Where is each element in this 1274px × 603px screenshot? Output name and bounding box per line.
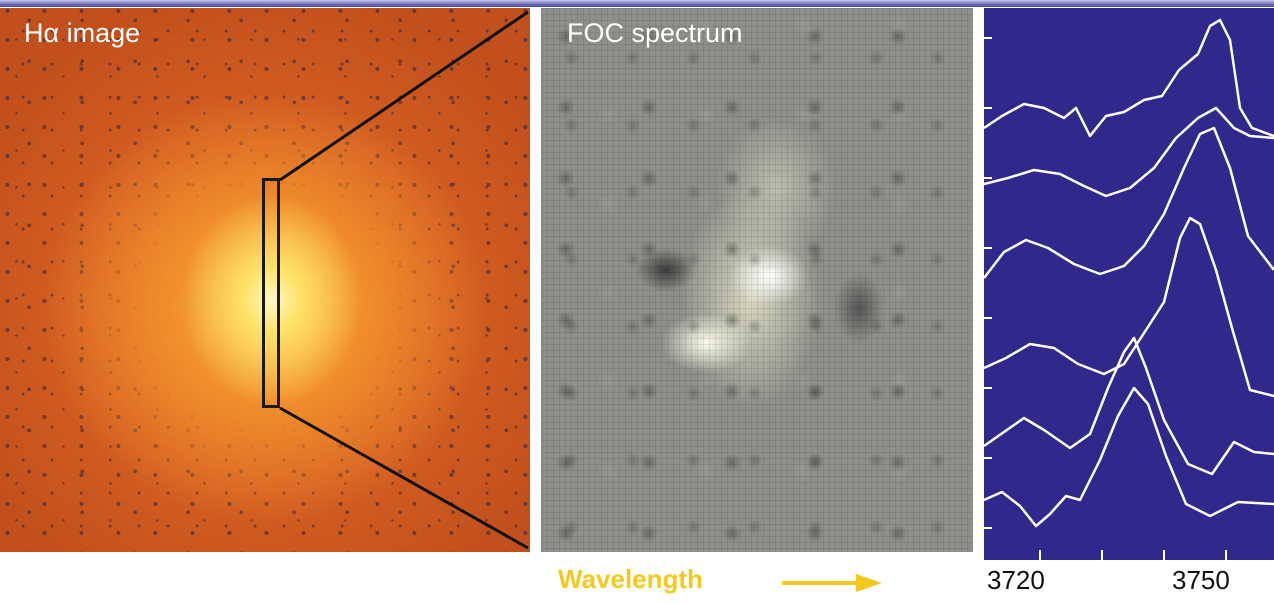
pixel-grid bbox=[541, 8, 973, 552]
wavelength-label: Wavelength bbox=[558, 564, 703, 594]
halpha-image-label: Hα image bbox=[24, 18, 141, 48]
spectra-plot-panel bbox=[984, 8, 1274, 560]
spectral-traces bbox=[984, 18, 1274, 528]
foc-spectrum-panel bbox=[541, 8, 973, 552]
spectral-trace-3 bbox=[984, 126, 1274, 279]
spectral-trace-1 bbox=[984, 18, 1274, 138]
halpha-image-panel bbox=[0, 8, 530, 552]
arrow-right-icon bbox=[782, 574, 882, 592]
plot-background bbox=[984, 8, 1274, 560]
tick-label-3720: 3720 bbox=[987, 565, 1045, 595]
left-ticks bbox=[984, 37, 992, 529]
bottom-ticks bbox=[1039, 550, 1227, 560]
foc-spectrum-label: FOC spectrum bbox=[567, 18, 743, 48]
spectra-plot bbox=[984, 8, 1274, 560]
tick-label-3750: 3750 bbox=[1172, 565, 1230, 595]
slit-box bbox=[262, 178, 280, 408]
spectrum-noise bbox=[541, 8, 973, 552]
spectral-trace-2 bbox=[984, 106, 1274, 198]
spectral-trace-5 bbox=[984, 336, 1274, 476]
spectral-trace-6 bbox=[984, 386, 1274, 528]
top-rule bbox=[0, 0, 1274, 7]
spectral-trace-4 bbox=[984, 216, 1274, 398]
